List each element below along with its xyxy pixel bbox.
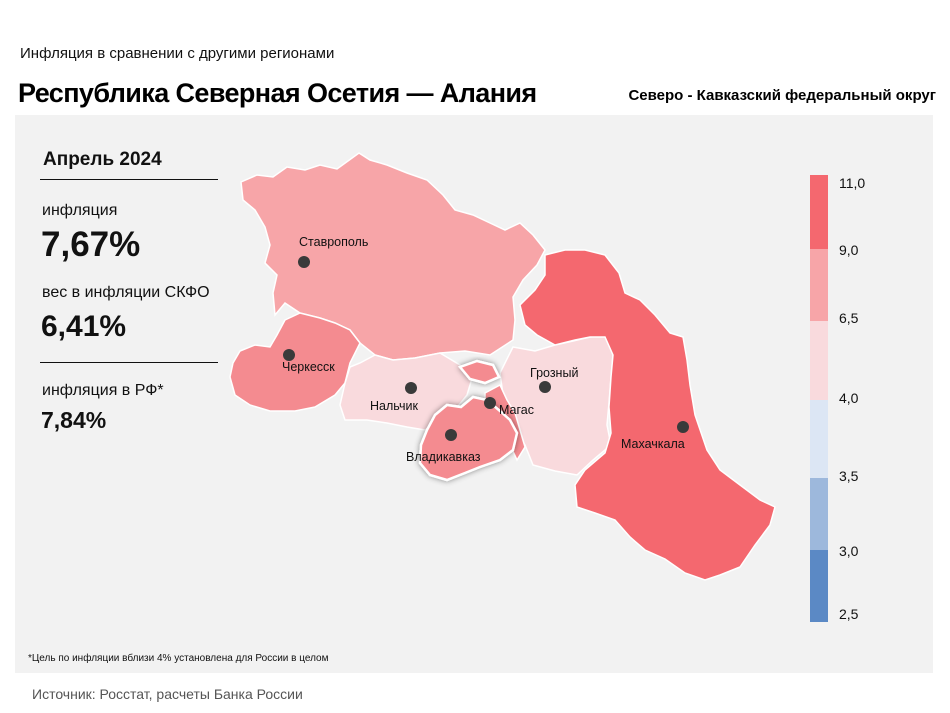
legend-cell-3.5-4 <box>810 400 828 478</box>
legend-tick-1: 9,0 <box>839 242 859 258</box>
city-markers <box>283 256 689 441</box>
nalchik-label: Нальчик <box>370 399 418 413</box>
legend-tick-4: 3,5 <box>839 468 859 484</box>
page-title: Республика Северная Осетия — Алания <box>18 78 537 108</box>
region-dagestan <box>519 249 776 581</box>
stavropol-label: Ставрополь <box>299 235 368 249</box>
vladikavkaz-label: Владикавказ <box>406 450 481 464</box>
legend-tick-3: 4,0 <box>839 390 859 406</box>
rf-inflation-label: инфляция в РФ* <box>42 382 164 399</box>
weight-label: вес в инфляции СКФО <box>42 284 210 301</box>
city-labels: Ставрополь Черкесск Нальчик Грозный Мага… <box>282 235 685 464</box>
legend-tick-6: 2,5 <box>839 606 859 622</box>
grozny-label: Грозный <box>530 366 578 380</box>
legend-cell-3-3.5 <box>810 478 828 550</box>
stavropol-marker <box>298 256 310 268</box>
inflation-value: 7,67% <box>41 225 141 264</box>
magas-label: Магас <box>499 403 534 417</box>
cherkessk-label: Черкесск <box>282 360 335 374</box>
region-north-ossetia <box>418 395 519 482</box>
divider-top <box>40 179 218 180</box>
region-north-ossetia-north <box>457 359 501 385</box>
legend-tick-2: 6,5 <box>839 310 859 326</box>
grozny-marker <box>539 381 551 393</box>
subtitle: Инфляция в сравнении с другими регионами <box>20 45 335 62</box>
legend-cell-4-6.5 <box>810 321 828 400</box>
inflation-label: инфляция <box>42 202 118 219</box>
legend-tick-5: 3,0 <box>839 543 859 559</box>
makhachkala-label: Махачкала <box>621 437 685 451</box>
legend-cell-9-11 <box>810 175 828 249</box>
magas-marker <box>484 397 496 409</box>
weight-value: 6,41% <box>41 310 127 343</box>
legend-cell-2.5-3 <box>810 550 828 622</box>
legend-tick-0: 11,0 <box>839 175 865 191</box>
vladikavkaz-marker <box>445 429 457 441</box>
color-legend: 11,0 9,0 6,5 4,0 3,5 3,0 2,5 <box>810 175 865 622</box>
cherkessk-marker <box>283 349 295 361</box>
region-stavropol <box>240 152 546 361</box>
district-label: Северо - Кавказский федеральный округ <box>628 87 936 104</box>
region-karachay-cherkessia <box>229 312 361 412</box>
legend-cell-6.5-9 <box>810 249 828 321</box>
map-panel: Ставрополь Черкесск Нальчик Грозный Мага… <box>15 115 933 673</box>
divider-bottom <box>40 362 218 363</box>
region-map: Ставрополь Черкесск Нальчик Грозный Мага… <box>229 152 865 622</box>
source-note: Источник: Росстат, расчеты Банка России <box>32 686 303 702</box>
makhachkala-marker <box>677 421 689 433</box>
rf-inflation-value: 7,84% <box>41 407 107 433</box>
nalchik-marker <box>405 382 417 394</box>
footnote: *Цель по инфляции вблизи 4% установлена … <box>28 653 329 664</box>
period-label: Апрель 2024 <box>43 149 162 170</box>
